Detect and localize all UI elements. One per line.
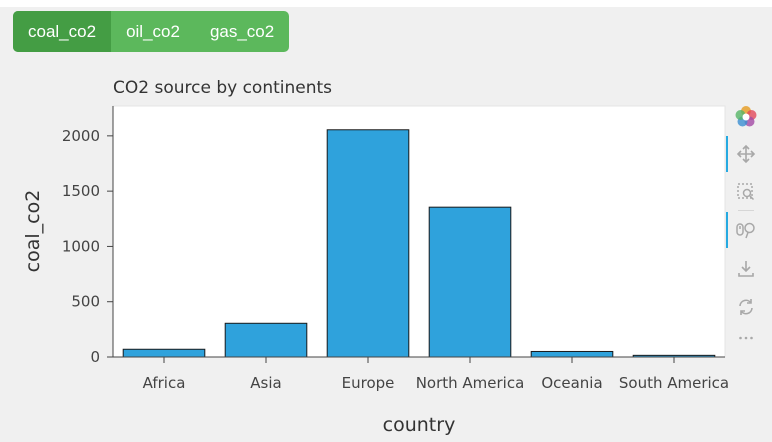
save-icon[interactable] (734, 257, 758, 281)
tab-coal-co2[interactable]: coal_co2 (13, 11, 112, 52)
y-tick-label: 500 (71, 293, 100, 311)
pan-active-indicator (726, 136, 728, 172)
chart-toolbar (726, 100, 766, 350)
bar-north-america[interactable] (428, 206, 512, 358)
bokeh-logo-icon[interactable] (734, 105, 758, 129)
chart-title: CO2 source by continents (113, 78, 332, 98)
y-tick-label: 2000 (62, 127, 100, 145)
plot-area[interactable] (112, 105, 726, 358)
tab-gas-co2[interactable]: gas_co2 (209, 22, 275, 41)
bar-asia[interactable] (224, 322, 308, 358)
x-axis-label: country (383, 414, 456, 436)
x-tick-label: Asia (250, 374, 281, 392)
reset-icon[interactable] (734, 295, 758, 319)
bar-oceania[interactable] (530, 350, 614, 358)
top-strip (0, 0, 772, 7)
x-tick-label: Europe (342, 374, 395, 392)
variable-tabs: coal_co2 oil_co2 gas_co2 (13, 11, 290, 52)
y-tick-label: 0 (90, 348, 100, 366)
more-icon[interactable] (734, 326, 758, 350)
y-tick-label: 1500 (62, 182, 100, 200)
pan-icon[interactable] (734, 142, 758, 166)
x-tick-label: Oceania (541, 374, 602, 392)
bar-africa[interactable] (122, 348, 206, 358)
y-axis-label: coal_co2 (22, 190, 44, 273)
y-tick-label: 1000 (62, 237, 100, 255)
wheel-zoom-icon[interactable] (734, 218, 758, 242)
bar-europe[interactable] (326, 129, 410, 358)
x-tick-label: South America (619, 374, 729, 392)
x-tick-label: North America (416, 374, 525, 392)
toolbar-divider (738, 210, 754, 211)
wheel-zoom-active-indicator (726, 212, 728, 248)
tab-oil-co2[interactable]: oil_co2 (126, 22, 180, 41)
x-tick-label: Africa (143, 374, 186, 392)
box-zoom-icon[interactable] (734, 180, 758, 204)
